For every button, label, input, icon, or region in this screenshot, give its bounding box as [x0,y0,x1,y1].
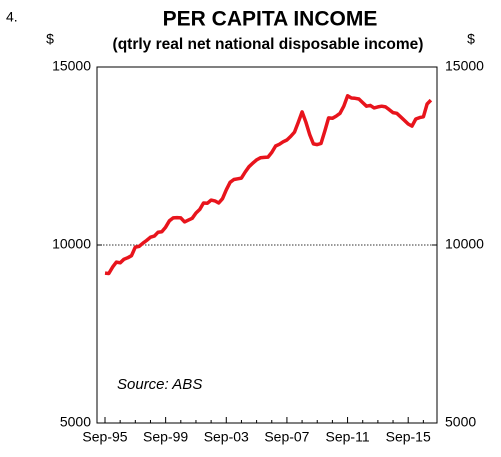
y-axis-label: $ [46,31,54,47]
x-tick-label: Sep-95 [82,429,127,445]
y-tick-label: 5000 [60,414,91,430]
x-tick-label: Sep-99 [143,429,188,445]
chart-title: PER CAPITA INCOME [163,8,378,31]
y-tick-label: 10000 [52,236,91,252]
y2-tick-label: 5000 [445,414,476,430]
y-tick-label: 15000 [52,58,91,74]
x-tick-label: Sep-07 [264,429,309,445]
x-tick-label: Sep-11 [326,429,370,445]
y2-tick-label: 15000 [445,58,484,74]
y2-axis-label: $ [467,31,475,47]
chart-number: 4. [6,9,18,25]
x-tick-label: Sep-03 [204,429,249,445]
x-tick-label: Sep-15 [386,429,431,445]
annotation: Source: ABS [117,376,202,393]
line-series [104,94,433,276]
y2-tick-label: 10000 [445,236,484,252]
chart-subtitle: (qtrly real net national disposable inco… [113,36,424,53]
